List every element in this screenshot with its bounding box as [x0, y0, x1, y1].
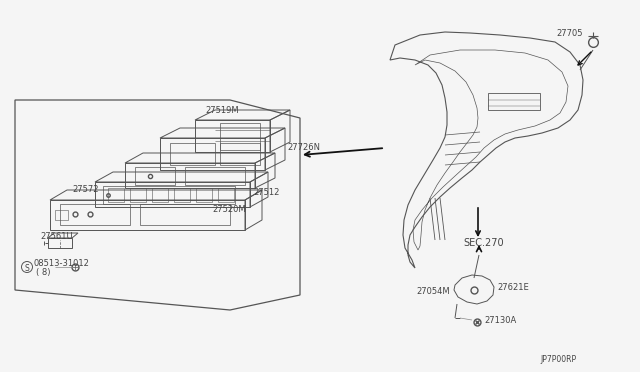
Text: 27519M: 27519M: [205, 106, 239, 115]
Text: 08513-31012: 08513-31012: [34, 259, 90, 268]
Text: 27621E: 27621E: [497, 283, 529, 292]
Text: 27561U: 27561U: [40, 232, 72, 241]
Text: 27130A: 27130A: [484, 316, 516, 325]
Text: 27572: 27572: [72, 185, 99, 194]
Text: S: S: [24, 264, 29, 273]
Text: 27512: 27512: [253, 188, 280, 197]
Text: 27726N: 27726N: [287, 143, 320, 152]
Text: ( 8): ( 8): [36, 268, 51, 277]
Text: JP7P00RP: JP7P00RP: [540, 355, 576, 364]
Text: SEC.270: SEC.270: [463, 238, 504, 248]
Text: 27705: 27705: [556, 29, 582, 38]
Text: 27520M: 27520M: [212, 205, 246, 214]
Text: 27054M: 27054M: [416, 287, 450, 296]
